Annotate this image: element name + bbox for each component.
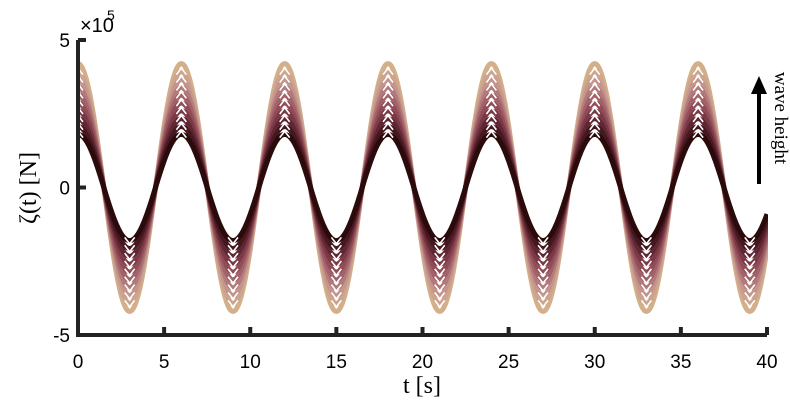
y-tick-label: 5 [59,31,70,52]
x-tick-label: 15 [326,352,347,373]
wave-height-label: wave height [770,72,790,165]
wave-series-line [78,71,767,303]
x-tick-label: 10 [240,352,261,373]
y-tick-label: 0 [59,179,70,200]
x-tick-label: 35 [670,352,691,373]
x-axis-label: t [s] [403,373,441,399]
x-tick-label: 5 [159,352,170,373]
x-tick-label: 40 [756,352,777,373]
y-exponent-power: 5 [107,7,115,23]
x-tick-label: 25 [498,352,519,373]
wave-height-arrow-head-icon [751,76,767,94]
x-tick-label: 0 [73,352,84,373]
y-tick-label: -5 [53,326,70,347]
y-axis-label: ζ(t) [N] [16,152,42,224]
x-tick-label: 30 [584,352,605,373]
x-tick-label: 20 [412,352,433,373]
wave-height-indicator: wave height [751,72,790,184]
